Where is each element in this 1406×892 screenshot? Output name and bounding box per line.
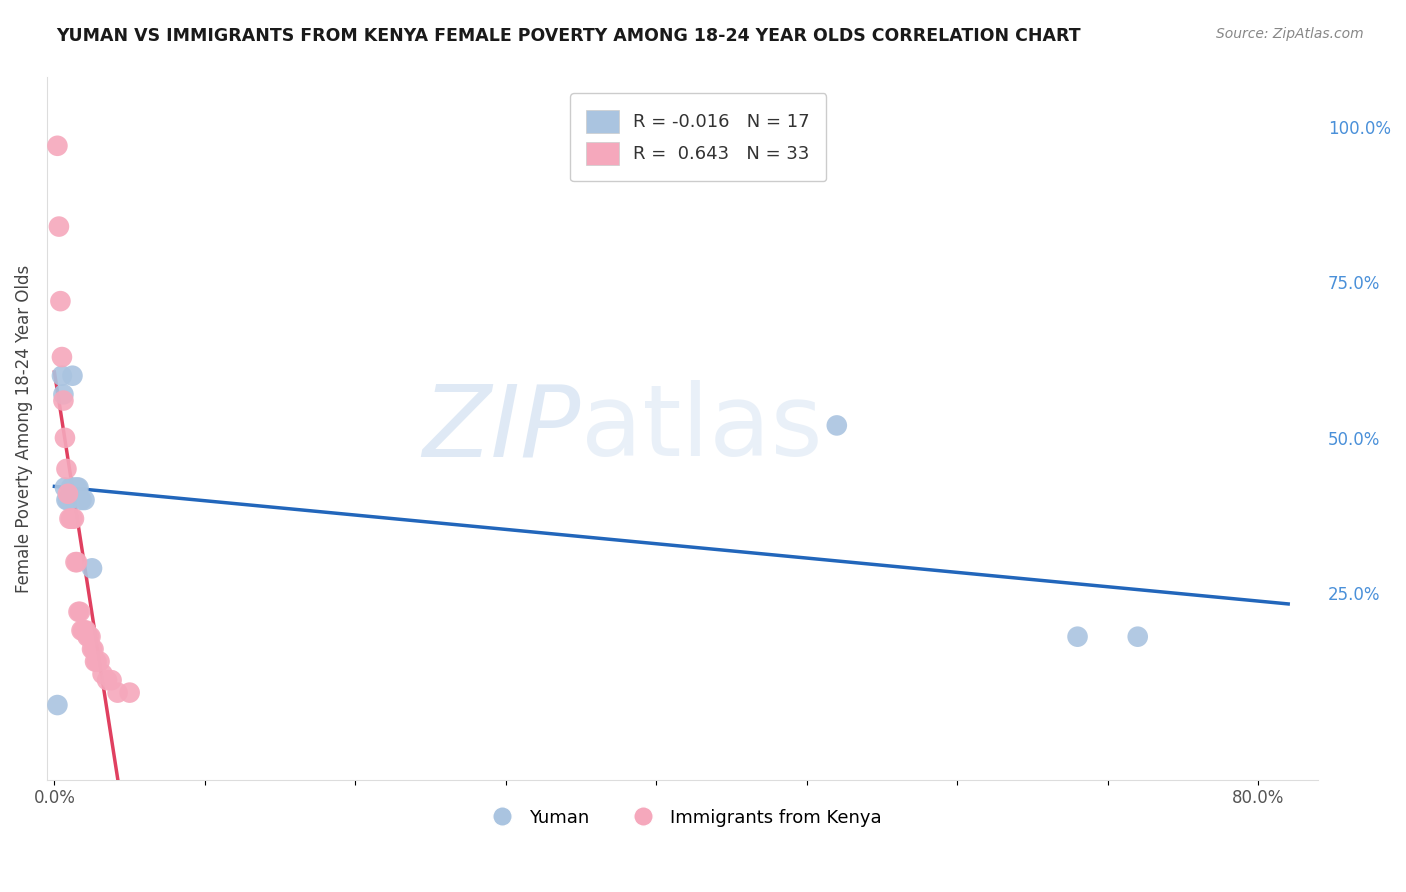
Y-axis label: Female Poverty Among 18-24 Year Olds: Female Poverty Among 18-24 Year Olds [15,264,32,592]
Point [48,219,70,234]
Point [52,387,75,401]
Point [76,630,98,644]
Point [46,138,69,153]
Point [63,481,86,495]
Point [55,493,77,508]
Point [59,511,82,525]
Point [59,481,82,495]
Point [58,511,80,525]
Point [96,673,118,688]
Point [80,561,103,575]
Point [79,630,101,644]
Point [67,481,90,495]
Point [66,555,89,569]
Point [86,655,108,669]
Point [58,493,80,508]
Point [75,624,97,638]
Point [83,642,105,657]
Point [63,511,86,525]
Point [55,462,77,476]
Point [56,487,79,501]
Text: ZIP: ZIP [423,380,581,477]
Point [77,630,100,644]
Point [66,481,89,495]
Point [70,624,93,638]
Point [80,642,103,657]
Point [825,418,848,433]
Point [118,685,141,699]
Point [91,667,114,681]
Point [51,368,73,383]
Text: atlas: atlas [581,380,823,477]
Legend: Yuman, Immigrants from Kenya: Yuman, Immigrants from Kenya [477,801,889,834]
Point [53,481,76,495]
Point [107,685,129,699]
Point [1066,630,1088,644]
Point [70,493,93,508]
Point [65,555,87,569]
Text: Source: ZipAtlas.com: Source: ZipAtlas.com [1216,27,1364,41]
Point [69,605,91,619]
Point [73,493,96,508]
Point [72,624,94,638]
Text: YUMAN VS IMMIGRANTS FROM KENYA FEMALE POVERTY AMONG 18-24 YEAR OLDS CORRELATION : YUMAN VS IMMIGRANTS FROM KENYA FEMALE PO… [56,27,1081,45]
Point [84,655,107,669]
Point [49,294,72,309]
Point [89,655,111,669]
Point [51,350,73,364]
Point [62,511,84,525]
Point [56,493,79,508]
Point [100,673,122,688]
Point [73,624,96,638]
Point [52,393,75,408]
Point [1126,630,1149,644]
Point [62,368,84,383]
Point [46,698,69,712]
Point [67,605,90,619]
Point [53,431,76,445]
